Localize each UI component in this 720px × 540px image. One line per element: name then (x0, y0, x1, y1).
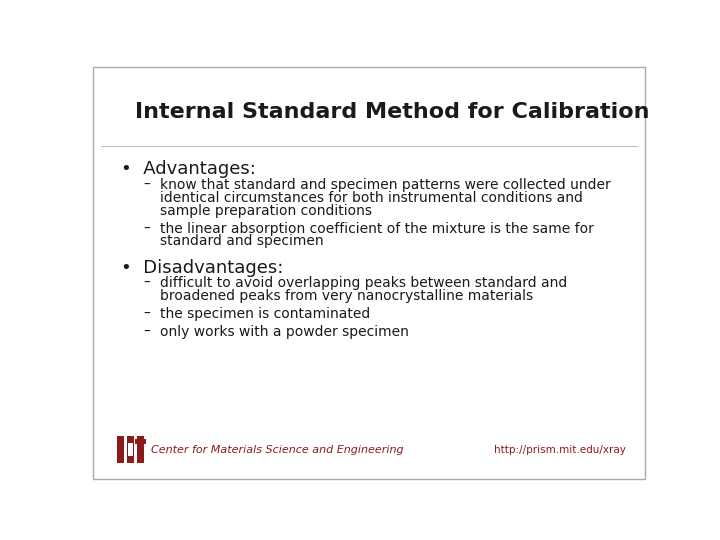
Text: –: – (143, 178, 150, 192)
Text: identical circumstances for both instrumental conditions and: identical circumstances for both instrum… (160, 191, 582, 205)
Text: Internal Standard Method for Calibration: Internal Standard Method for Calibration (135, 102, 649, 122)
FancyBboxPatch shape (117, 436, 124, 463)
Text: •  Advantages:: • Advantages: (121, 160, 256, 178)
Text: sample preparation conditions: sample preparation conditions (160, 204, 372, 218)
Text: Center for Materials Science and Engineering: Center for Materials Science and Enginee… (151, 444, 404, 455)
Text: –: – (143, 221, 150, 235)
FancyBboxPatch shape (128, 443, 133, 456)
FancyBboxPatch shape (93, 67, 645, 478)
Text: only works with a powder specimen: only works with a powder specimen (160, 325, 409, 339)
Text: the specimen is contaminated: the specimen is contaminated (160, 307, 370, 321)
Text: know that standard and specimen patterns were collected under: know that standard and specimen patterns… (160, 178, 611, 192)
Text: –: – (143, 325, 150, 339)
Text: http://prism.mit.edu/xray: http://prism.mit.edu/xray (494, 444, 626, 455)
Text: standard and specimen: standard and specimen (160, 234, 323, 248)
Text: the linear absorption coefficient of the mixture is the same for: the linear absorption coefficient of the… (160, 221, 593, 235)
Text: •  Disadvantages:: • Disadvantages: (121, 259, 283, 276)
Text: –: – (143, 307, 150, 321)
Text: broadened peaks from very nanocrystalline materials: broadened peaks from very nanocrystallin… (160, 289, 533, 303)
FancyBboxPatch shape (127, 436, 134, 463)
FancyBboxPatch shape (137, 436, 144, 463)
Text: –: – (143, 276, 150, 290)
Text: difficult to avoid overlapping peaks between standard and: difficult to avoid overlapping peaks bet… (160, 276, 567, 290)
FancyBboxPatch shape (135, 438, 145, 443)
